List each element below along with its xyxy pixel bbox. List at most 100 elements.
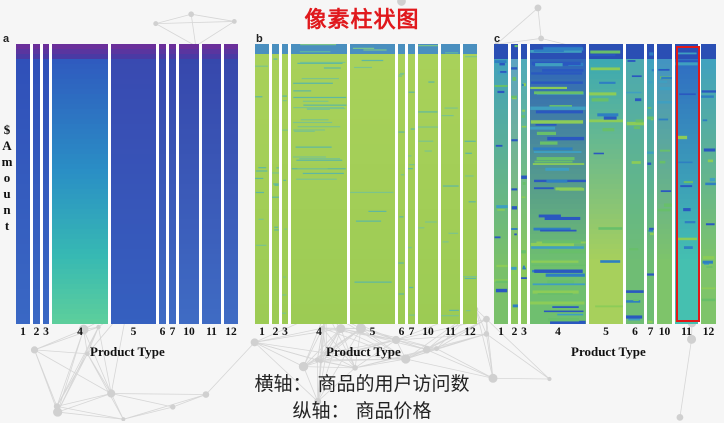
heatmap-cell bbox=[494, 194, 508, 200]
heatmap-cell bbox=[350, 204, 395, 210]
heatmap-cell bbox=[111, 64, 156, 70]
heatmap-cell bbox=[701, 199, 716, 205]
heatmap-cell bbox=[33, 269, 40, 275]
heatmap-cell bbox=[647, 144, 654, 150]
heatmap-streak bbox=[282, 95, 287, 96]
heatmap-cell bbox=[43, 204, 49, 210]
heatmap-streak bbox=[634, 126, 640, 129]
caption-y-axis: 纵轴： 商品价格 bbox=[0, 396, 724, 423]
x-tick-label: 7 bbox=[648, 326, 654, 338]
heatmap-streak bbox=[649, 60, 653, 62]
heatmap-cell bbox=[43, 299, 49, 305]
heatmap-cell bbox=[16, 94, 30, 100]
heatmap-cell bbox=[33, 169, 40, 175]
heatmap-cell bbox=[657, 234, 672, 240]
heatmap-cell bbox=[179, 264, 199, 270]
heatmap-cell bbox=[408, 134, 415, 140]
heatmap-cell bbox=[16, 89, 30, 95]
heatmap-cell bbox=[398, 139, 405, 145]
heatmap-cell bbox=[202, 264, 221, 270]
heatmap-cell bbox=[463, 59, 477, 65]
heatmap-cell bbox=[282, 169, 288, 175]
heatmap-cell bbox=[43, 214, 49, 220]
heatmap-cell bbox=[179, 229, 199, 235]
heatmap-cell bbox=[408, 174, 415, 180]
heatmap-cell bbox=[169, 239, 176, 245]
heatmap-cell bbox=[282, 289, 288, 295]
heatmap-cell bbox=[647, 139, 654, 145]
heatmap-cell bbox=[169, 269, 176, 275]
heatmap-cell bbox=[589, 139, 623, 145]
heatmap-cell bbox=[179, 234, 199, 240]
heatmap-cell bbox=[111, 74, 156, 80]
heatmap-cell bbox=[169, 234, 176, 240]
heatmap-cell bbox=[43, 129, 49, 135]
heatmap-cell bbox=[43, 54, 49, 60]
heatmap-cell bbox=[169, 289, 176, 295]
heatmap-cell bbox=[224, 109, 238, 115]
heatmap-streak bbox=[534, 49, 564, 52]
x-tick-label: 10 bbox=[659, 326, 671, 338]
heatmap-cell bbox=[169, 59, 176, 65]
heatmap-cell bbox=[398, 154, 405, 160]
x-tick-label: 3 bbox=[43, 326, 49, 338]
heatmap-cell bbox=[179, 149, 199, 155]
heatmap-streak bbox=[552, 306, 578, 308]
heatmap-cell bbox=[111, 254, 156, 260]
heatmap-cell bbox=[224, 224, 238, 230]
heatmap-cell bbox=[272, 119, 279, 125]
heatmap-cell bbox=[16, 209, 30, 215]
heatmap-cell bbox=[626, 139, 644, 145]
heatmap-cell bbox=[111, 164, 156, 170]
heatmap-cell bbox=[291, 299, 347, 305]
heatmap-cell bbox=[701, 274, 716, 280]
heatmap-cell bbox=[441, 189, 460, 195]
network-node bbox=[315, 358, 320, 363]
heatmap-cell bbox=[159, 229, 166, 235]
heatmap-cell bbox=[589, 184, 623, 190]
heatmap-cell bbox=[463, 144, 477, 150]
heatmap-cell bbox=[16, 54, 30, 60]
heatmap-cell bbox=[33, 289, 40, 295]
heatmap-cell bbox=[657, 279, 672, 285]
heatmap-cell bbox=[16, 279, 30, 285]
heatmap-cell bbox=[52, 174, 108, 180]
x-tick-label: 12 bbox=[703, 326, 715, 338]
heatmap-cell bbox=[494, 189, 508, 195]
heatmap-cell bbox=[589, 284, 623, 290]
heatmap-cell bbox=[272, 234, 279, 240]
heatmap-cell bbox=[224, 214, 238, 220]
x-tick-label: 1 bbox=[498, 326, 504, 338]
heatmap-cell bbox=[255, 99, 269, 105]
heatmap-streak bbox=[284, 228, 286, 229]
heatmap-cell bbox=[52, 184, 108, 190]
heatmap-cell bbox=[350, 129, 395, 135]
heatmap-cell bbox=[52, 259, 108, 265]
heatmap-cell bbox=[589, 209, 623, 215]
heatmap-streak bbox=[408, 247, 412, 248]
heatmap-cell bbox=[111, 189, 156, 195]
heatmap-streak bbox=[283, 180, 286, 181]
heatmap-cell bbox=[530, 174, 586, 180]
heatmap-cell bbox=[441, 54, 460, 60]
heatmap-streak bbox=[702, 299, 716, 302]
heatmap-cell bbox=[224, 104, 238, 110]
heatmap-cell bbox=[647, 214, 654, 220]
heatmap-cell bbox=[463, 204, 477, 210]
heatmap-streak bbox=[531, 261, 578, 263]
heatmap-cell bbox=[202, 299, 221, 305]
heatmap-cell bbox=[626, 54, 644, 60]
heatmap-cell bbox=[111, 234, 156, 240]
heatmap-cell bbox=[255, 204, 269, 210]
y-axis-char: o bbox=[0, 170, 14, 186]
heatmap-cell bbox=[52, 299, 108, 305]
heatmap-cell bbox=[521, 309, 527, 315]
heatmap-cell bbox=[179, 154, 199, 160]
heatmap-streak bbox=[255, 66, 268, 67]
heatmap-cell bbox=[291, 209, 347, 215]
heatmap-cell bbox=[179, 214, 199, 220]
heatmap-cell bbox=[441, 209, 460, 215]
heatmap-cell bbox=[589, 294, 623, 300]
heatmap-cell bbox=[398, 169, 405, 175]
heatmap-streak bbox=[363, 49, 386, 50]
